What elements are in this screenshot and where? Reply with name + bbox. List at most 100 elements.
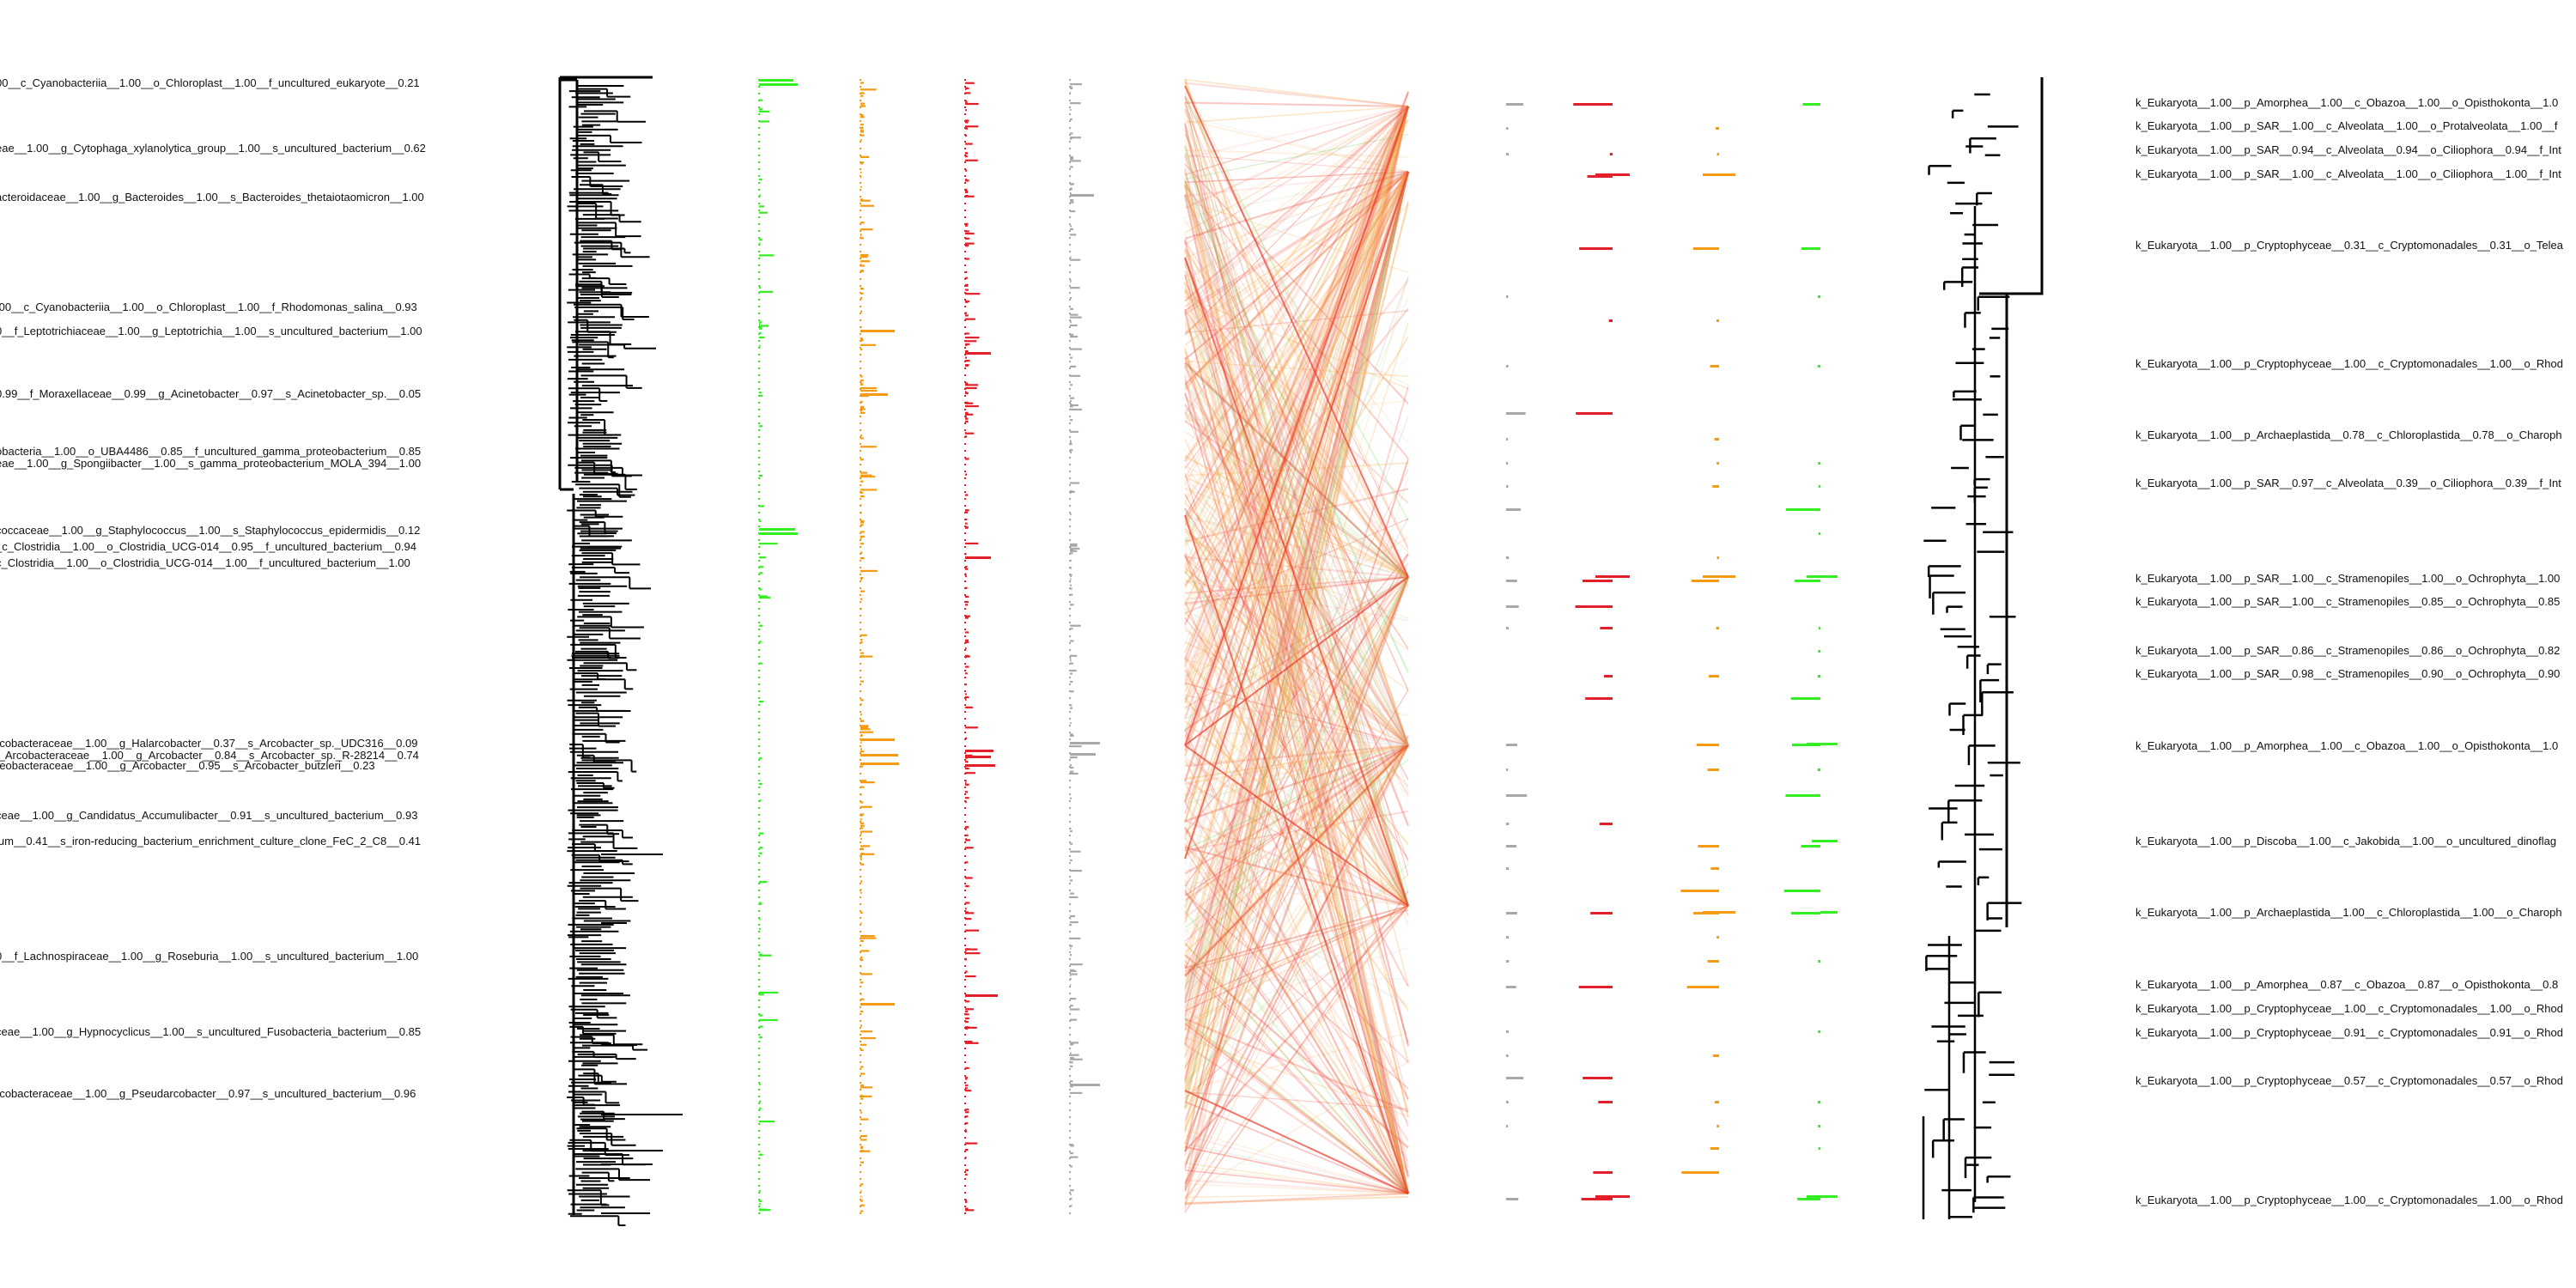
abundance-bar [965, 364, 969, 367]
connection-line [1184, 1145, 1409, 1194]
connection-line [1184, 783, 1409, 1123]
abundance-bar [860, 598, 863, 600]
abundance-bar [1818, 627, 1820, 629]
abundance-bar [860, 1190, 862, 1193]
connection-line [1184, 361, 1409, 578]
connection-line [1184, 171, 1409, 1029]
connection-line [1184, 171, 1409, 526]
abundance-bar [860, 489, 877, 491]
abundance-bar [759, 572, 763, 574]
abundance-bar [965, 332, 969, 335]
connection-line [1184, 134, 1409, 907]
connection-line [1184, 106, 1409, 543]
abundance-bar [860, 720, 864, 722]
abundance-bar [1506, 295, 1509, 298]
abundance-bar [1801, 845, 1820, 848]
abundance-bar [1070, 977, 1072, 981]
abundance-bar [965, 586, 968, 589]
abundance-bar [965, 188, 968, 191]
abundance-bar [860, 1111, 863, 1114]
abundance-bar [1795, 580, 1820, 582]
connection-line [1184, 106, 1409, 617]
connection-line [1184, 105, 1409, 227]
connection-line [1184, 181, 1409, 1194]
connection-line [1184, 576, 1409, 709]
abundance-bar [965, 343, 970, 346]
abundance-bar [860, 738, 895, 741]
abundance-bar [1070, 924, 1072, 927]
connection-line [1184, 905, 1409, 1200]
connection-line [1184, 928, 1409, 1151]
connection-line [1184, 744, 1409, 856]
tree-branch [1922, 206, 1977, 1219]
abundance-bar [1070, 374, 1081, 377]
abundance-bar [860, 765, 864, 768]
connection-line [1184, 171, 1409, 326]
connection-line [1184, 240, 1409, 578]
connection-line [1184, 1195, 1409, 1205]
connection-line [1184, 404, 1409, 746]
abundance-bar [759, 596, 770, 599]
abundance-bar [965, 952, 967, 955]
abundance-bar [965, 1078, 968, 1080]
connection-line [1183, 171, 1410, 625]
connection-line [1183, 827, 1410, 1194]
connection-line [1184, 744, 1409, 1206]
connection-line [1184, 744, 1409, 781]
abundance-bar [860, 380, 864, 382]
abundance-bar [1070, 543, 1078, 545]
abundance-bar [860, 480, 864, 483]
connection-line [1184, 744, 1409, 785]
abundance-bar [759, 474, 763, 477]
abundance-bar [965, 958, 968, 961]
connection-line [1184, 575, 1409, 606]
connection-line [1184, 1163, 1409, 1194]
connection-line [1184, 576, 1409, 677]
abundance-bar [965, 337, 980, 339]
connection-line [1184, 744, 1409, 981]
abundance-bar [965, 289, 969, 291]
connection-line [1184, 104, 1409, 894]
connection-line [1184, 171, 1409, 346]
abundance-bar [1070, 1058, 1083, 1060]
connection-line [1184, 627, 1409, 907]
connection-line [1184, 744, 1409, 1166]
abundance-bar [860, 1024, 862, 1027]
abundance-bar [860, 375, 863, 378]
connection-line [1184, 837, 1409, 1162]
abundance-bar [860, 256, 868, 258]
abundance-bar [1070, 324, 1078, 327]
connection-line [1184, 363, 1409, 578]
connection-line [1184, 324, 1409, 746]
connection-line [1184, 307, 1409, 586]
abundance-bar [1807, 743, 1838, 745]
connection-line [1184, 106, 1409, 484]
connection-line [1183, 744, 1410, 1103]
abundance-bar [965, 143, 973, 145]
connection-line [1183, 171, 1410, 1000]
abundance-bar [965, 902, 970, 904]
abundance-bar [860, 652, 864, 654]
connection-line [1184, 1019, 1409, 1194]
abundance-bar [965, 783, 967, 786]
right-taxon-label: k_Eukaryota__1.00__p_Cryptophyceae__0.57… [2136, 1074, 2563, 1087]
abundance-bar [965, 356, 967, 359]
connection-line [1184, 158, 1409, 792]
abundance-bar [965, 1173, 968, 1176]
abundance-bar [860, 389, 878, 392]
abundance-bar [759, 1018, 778, 1022]
abundance-bar [965, 1111, 969, 1114]
abundance-bar [759, 344, 761, 347]
connection-line [1184, 351, 1409, 907]
abundance-bar [1070, 86, 1072, 88]
abundance-bar [860, 382, 863, 385]
left-taxon-labels: 00__c_Cyanobacteriia__1.00__o_Chloroplas… [0, 76, 426, 1100]
connection-line [1184, 155, 1409, 173]
connection-line [1184, 171, 1409, 1192]
abundance-bar [965, 1142, 969, 1145]
abundance-bar [759, 756, 762, 760]
connection-line [1184, 977, 1409, 983]
abundance-bar [759, 99, 762, 101]
connection-line [1184, 420, 1409, 578]
